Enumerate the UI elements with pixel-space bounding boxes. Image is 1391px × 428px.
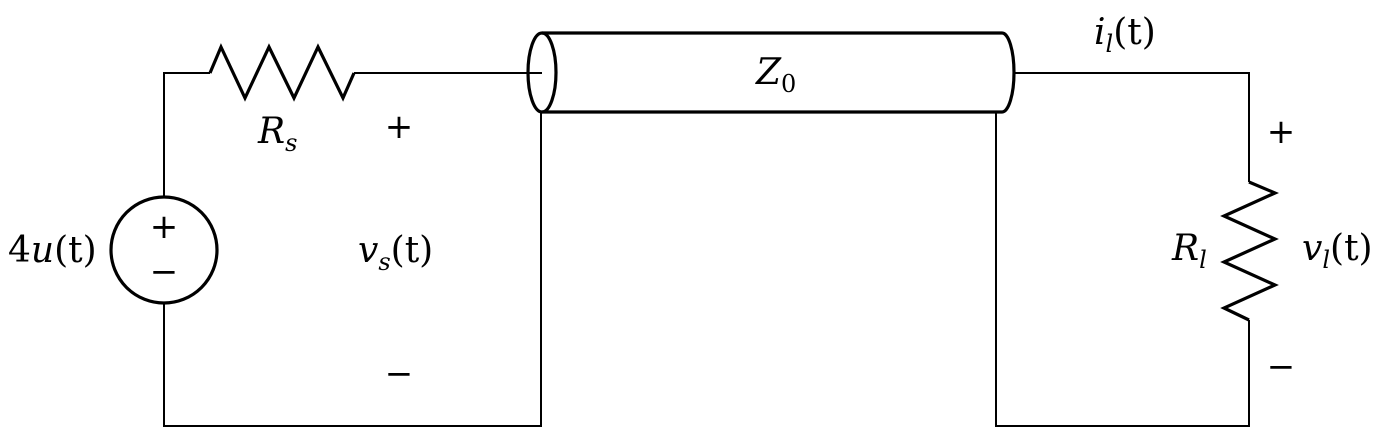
load-resistor-label-sub: l — [1199, 246, 1207, 274]
transmission-line-label: Z0 — [755, 52, 796, 98]
transmission-line-label-sub: 0 — [781, 70, 796, 98]
transmission-line-input-end — [526, 31, 558, 114]
input-voltage-label-sub: s — [378, 248, 390, 276]
transmission-line-label-main: Z — [755, 52, 782, 93]
input-voltage-label-arg: (t) — [391, 230, 434, 271]
load-current-label-main: i — [1094, 12, 1106, 53]
load-current-label: il(t) — [1094, 12, 1156, 58]
source-label-func: u — [31, 230, 54, 271]
source-plus-sign: + — [150, 207, 179, 247]
load-voltage-plus: + — [1267, 112, 1296, 152]
wire-load-bottom — [995, 112, 1250, 427]
load-resistor-label-main: R — [1171, 228, 1199, 269]
load-current-label-sub: l — [1106, 30, 1114, 58]
source-resistor-label: Rs — [257, 111, 297, 157]
voltage-source-circle — [109, 195, 219, 305]
source-resistor-label-sub: s — [285, 129, 297, 157]
load-voltage-label-sub: l — [1322, 246, 1330, 274]
load-voltage-label-arg: (t) — [1330, 228, 1373, 269]
wire-source-bottom — [163, 112, 542, 427]
load-current-label-arg: (t) — [1113, 12, 1156, 53]
input-voltage-label: vs(t) — [358, 230, 433, 276]
load-voltage-minus: − — [1267, 347, 1296, 387]
source-label-coef: 4 — [8, 230, 31, 271]
input-voltage-minus: − — [385, 354, 414, 394]
source-label-arg: (t) — [54, 230, 97, 271]
load-resistor-label: Rl — [1171, 228, 1207, 274]
source-resistor-label-main: R — [257, 111, 285, 152]
wire-source-top — [163, 72, 210, 196]
wire-line-to-load-top — [1013, 72, 1250, 182]
input-voltage-label-main: v — [358, 230, 378, 271]
source-resistor-rs — [208, 43, 356, 102]
load-voltage-label: vl(t) — [1302, 228, 1373, 274]
input-voltage-plus: + — [385, 107, 414, 147]
load-voltage-label-main: v — [1302, 228, 1322, 269]
voltage-source: + − — [109, 195, 219, 305]
source-label: 4u(t) — [8, 230, 97, 271]
source-minus-sign: − — [150, 252, 179, 292]
load-resistor-rl — [1220, 180, 1279, 322]
transmission-line-output-end — [1001, 31, 1016, 114]
